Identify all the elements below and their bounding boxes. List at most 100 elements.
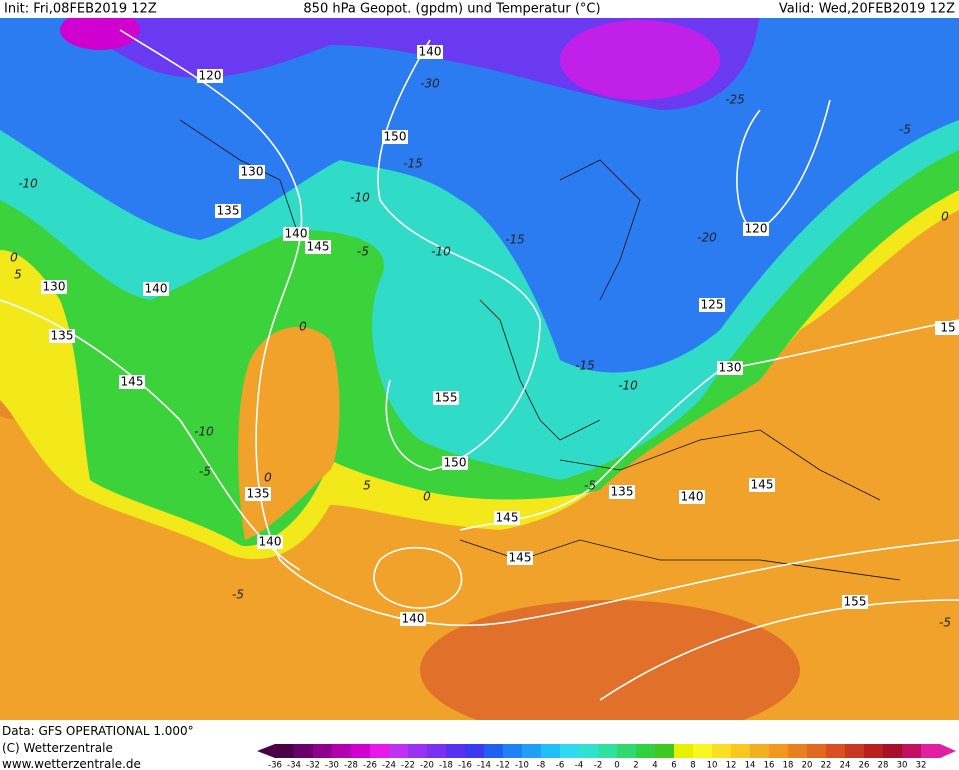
geopotential-label: 140: [419, 45, 442, 59]
colorbar-tick-label: -32: [306, 761, 320, 770]
geopotential-label: 145: [751, 478, 774, 492]
colorbar-tick-label: -10: [515, 761, 529, 770]
geopotential-label: 130: [43, 280, 66, 294]
temperature-label: -10: [18, 177, 38, 191]
geopotential-label: 145: [509, 551, 532, 565]
temperature-label: -25: [725, 93, 745, 107]
colorbar-swatch: [389, 744, 409, 758]
colorbar-tick-label: 22: [821, 761, 832, 770]
colorbar-tick-label: 20: [802, 761, 813, 770]
geopotential-label: 140: [285, 227, 308, 241]
colorbar-tick-label: 28: [878, 761, 889, 770]
label-box: [382, 130, 408, 144]
colorbar-tick-label: -24: [382, 761, 396, 770]
website: www.wetterzentrale.de: [2, 757, 141, 770]
contour-line: [373, 546, 959, 701]
label-box: [305, 240, 331, 254]
init-time: Init: Fri,08FEB2019 12Z: [4, 2, 157, 17]
contour-line: [0, 39, 541, 571]
geopotential-label: 125: [701, 298, 724, 312]
colorbar-tick-label: 6: [671, 761, 676, 770]
label-box: [49, 329, 75, 343]
geopotential-label: 135: [51, 329, 74, 343]
temperature-label: 0: [10, 251, 18, 265]
temperature-label: 0: [423, 490, 431, 504]
colorbar-tick-label: -16: [458, 761, 472, 770]
colorbar-swatch: [750, 744, 770, 758]
label-box: [283, 227, 309, 241]
geopotential-label: 150: [444, 456, 467, 470]
temperature-label: -15: [403, 157, 423, 171]
temperature-label: -10: [618, 379, 638, 393]
colorbar-swatch: [313, 744, 333, 758]
colorbar-swatch: [655, 744, 675, 758]
label-box: [417, 45, 443, 59]
temperature-label: -5: [357, 245, 369, 259]
geopotential-label: 135: [217, 204, 240, 218]
colorbar-swatch: [826, 744, 846, 758]
colorbar-swatch: [541, 744, 561, 758]
colorbar-swatch: [427, 744, 447, 758]
temperature-label: 5: [363, 479, 371, 493]
temperature-label: -10: [194, 425, 214, 439]
colorbar-swatch: [370, 744, 390, 758]
temperature-label: -10: [431, 245, 451, 259]
colorbar-swatch: [294, 744, 314, 758]
colorbar-swatch: [484, 744, 504, 758]
label-box: [699, 298, 725, 312]
temperature-area: [0, 18, 959, 373]
label-box: [41, 280, 67, 294]
geopotential-label: 135: [611, 485, 634, 499]
temperature-area: [60, 18, 140, 50]
geopotential-label: 150: [384, 130, 407, 144]
colorbar-tick-label: -8: [537, 761, 545, 770]
geopotential-label: 155: [435, 391, 458, 405]
colorbar-tick-label: 30: [897, 761, 908, 770]
geopotential-label: 130: [241, 165, 264, 179]
colorbar-swatch: [332, 744, 352, 758]
colorbar-tick-label: 12: [726, 761, 737, 770]
colorbar-tick-label: -2: [594, 761, 602, 770]
colorbar-swatch: [465, 744, 485, 758]
colorbar-swatch: [636, 744, 656, 758]
label-box: [239, 165, 265, 179]
colorbar-tick-label: 18: [783, 761, 794, 770]
label-box: [494, 511, 520, 525]
label-box: [935, 321, 959, 335]
temperature-label: -30: [420, 77, 440, 91]
warm-tongue: [238, 326, 340, 540]
label-box: [442, 456, 468, 470]
temperature-label: -5: [899, 123, 911, 137]
colorbar-swatch: [446, 744, 466, 758]
colorbar-arrow: [257, 744, 275, 758]
colorbar-tick-label: 8: [690, 761, 695, 770]
temperature-label: 0: [264, 471, 272, 485]
colorbar-arrow: [940, 744, 956, 758]
temperature-area: [560, 20, 720, 100]
geopotential-label: 145: [307, 240, 330, 254]
label-box: [679, 490, 705, 504]
label-box: [609, 485, 635, 499]
temperature-label: 0: [299, 320, 307, 334]
colorbar-tick-label: -26: [363, 761, 377, 770]
colorbar-tick-label: -18: [439, 761, 453, 770]
temperature-label: -15: [575, 359, 595, 373]
colorbar-swatch: [560, 744, 580, 758]
colorbar-swatch: [503, 744, 523, 758]
colorbar-tick-label: 16: [764, 761, 775, 770]
temperature-label: -5: [939, 616, 951, 630]
temperature-label: -10: [350, 191, 370, 205]
geopotential-label: 140: [681, 490, 704, 504]
label-box: [143, 282, 169, 296]
colorbar-swatch: [598, 744, 618, 758]
colorbar-tick-label: -30: [325, 761, 339, 770]
colorbar-tick-label: -34: [287, 761, 301, 770]
colorbar-tick-label: 24: [840, 761, 851, 770]
colorbar-swatch: [902, 744, 922, 758]
temperature-label: -5: [232, 588, 244, 602]
label-box: [749, 478, 775, 492]
temperature-label: -5: [199, 465, 211, 479]
label-box: [257, 535, 283, 549]
colorbar-swatch: [807, 744, 827, 758]
colorbar-tick-label: 14: [745, 761, 756, 770]
